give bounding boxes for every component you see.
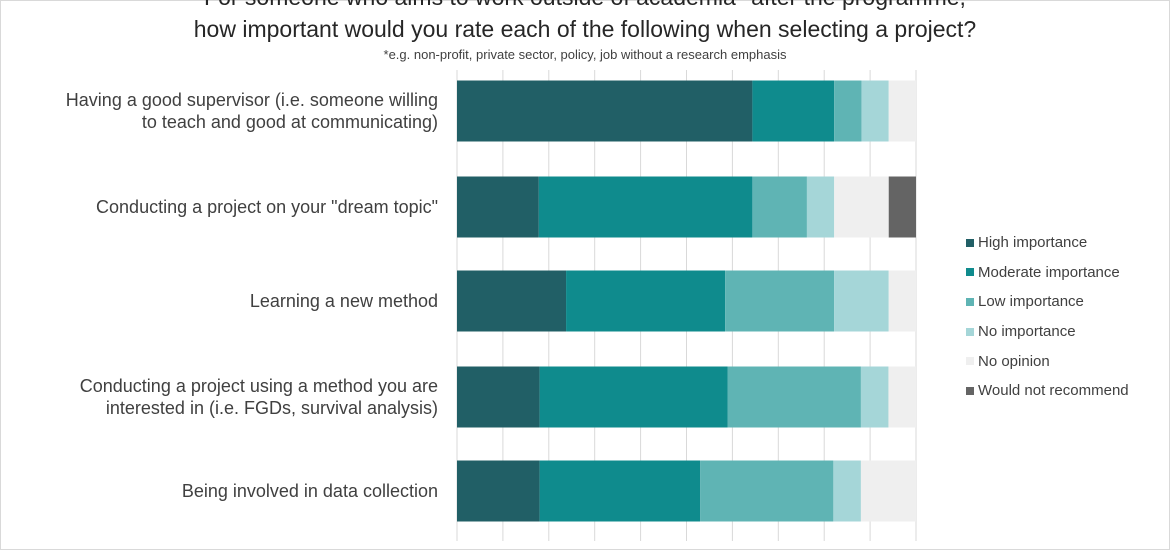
- category-label-line: Being involved in data collection: [181, 481, 438, 501]
- bar-segment: [457, 366, 540, 428]
- bar-segment: [725, 270, 835, 332]
- legend-item: Would not recommend: [966, 376, 1129, 406]
- bar-segment: [752, 80, 835, 142]
- legend-label: No opinion: [978, 352, 1050, 370]
- bar-segment: [566, 270, 726, 332]
- category-label-line: Learning a new method: [249, 291, 438, 311]
- legend-label: Low importance: [978, 293, 1084, 311]
- legend-swatch: [966, 268, 974, 277]
- category-label: Conducting a project on your "dream topi…: [96, 196, 438, 218]
- bars: [457, 80, 916, 522]
- legend-item: High importance: [966, 228, 1129, 258]
- chart-subtitle: *e.g. non-profit, private sector, policy…: [383, 47, 787, 62]
- bar-segment: [834, 270, 889, 332]
- bar-segment: [888, 176, 916, 238]
- category-label-line: to teach and good at communicating): [141, 112, 438, 132]
- bar-segment: [834, 176, 889, 238]
- bar-segment: [700, 460, 834, 522]
- bar-segment: [833, 460, 861, 522]
- legend-item: No opinion: [966, 346, 1129, 376]
- bar-segment: [457, 80, 753, 142]
- category-label: Conducting a project using a method you …: [80, 375, 438, 419]
- bar-segment: [860, 366, 889, 428]
- legend-label: No importance: [978, 323, 1076, 341]
- bar-segment: [888, 270, 916, 332]
- category-label-line: Conducting a project on your "dream topi…: [96, 197, 438, 217]
- chart-title-line-2: how important would you rate each of the…: [193, 16, 977, 42]
- bar-segment: [834, 80, 862, 142]
- bar-segment: [457, 270, 567, 332]
- category-label-line: Conducting a project using a method you …: [79, 376, 438, 396]
- legend: High importance Moderate importance Low im…: [966, 228, 1129, 406]
- legend-swatch: [966, 297, 974, 306]
- legend-swatch: [966, 386, 974, 395]
- legend-item: Moderate importance: [966, 258, 1129, 288]
- bar-segment: [752, 176, 807, 238]
- category-label: Learning a new method: [250, 290, 438, 312]
- legend-label: Would not recommend: [978, 382, 1129, 400]
- bar-segment: [539, 460, 701, 522]
- legend-swatch: [966, 238, 974, 247]
- category-label: Being involved in data collection: [182, 480, 438, 502]
- bar-segment: [861, 80, 889, 142]
- legend-item: No importance: [966, 317, 1129, 347]
- legend-swatch: [966, 357, 974, 366]
- category-label-line: Having a good supervisor (i.e. someone w…: [65, 90, 438, 110]
- bar-segment: [538, 176, 753, 238]
- bar-segment: [888, 366, 916, 428]
- legend-item: Low importance: [966, 287, 1129, 317]
- legend-swatch: [966, 327, 974, 336]
- legend-label: Moderate importance: [978, 263, 1120, 281]
- bar-segment: [806, 176, 835, 238]
- bar-segment: [457, 176, 539, 238]
- bar-segment: [457, 460, 540, 522]
- category-label: Having a good supervisor (i.e. someone w…: [66, 89, 438, 133]
- bar-segment: [727, 366, 861, 428]
- bar-segment: [888, 80, 916, 142]
- chart-title-line-1: For someone who aims to work outside of …: [0, 0, 1170, 11]
- legend-label: High importance: [978, 234, 1088, 252]
- bar-segment: [539, 366, 728, 428]
- category-label-line: interested in (i.e. FGDs, survival analy…: [105, 398, 438, 418]
- bar-segment: [860, 460, 916, 522]
